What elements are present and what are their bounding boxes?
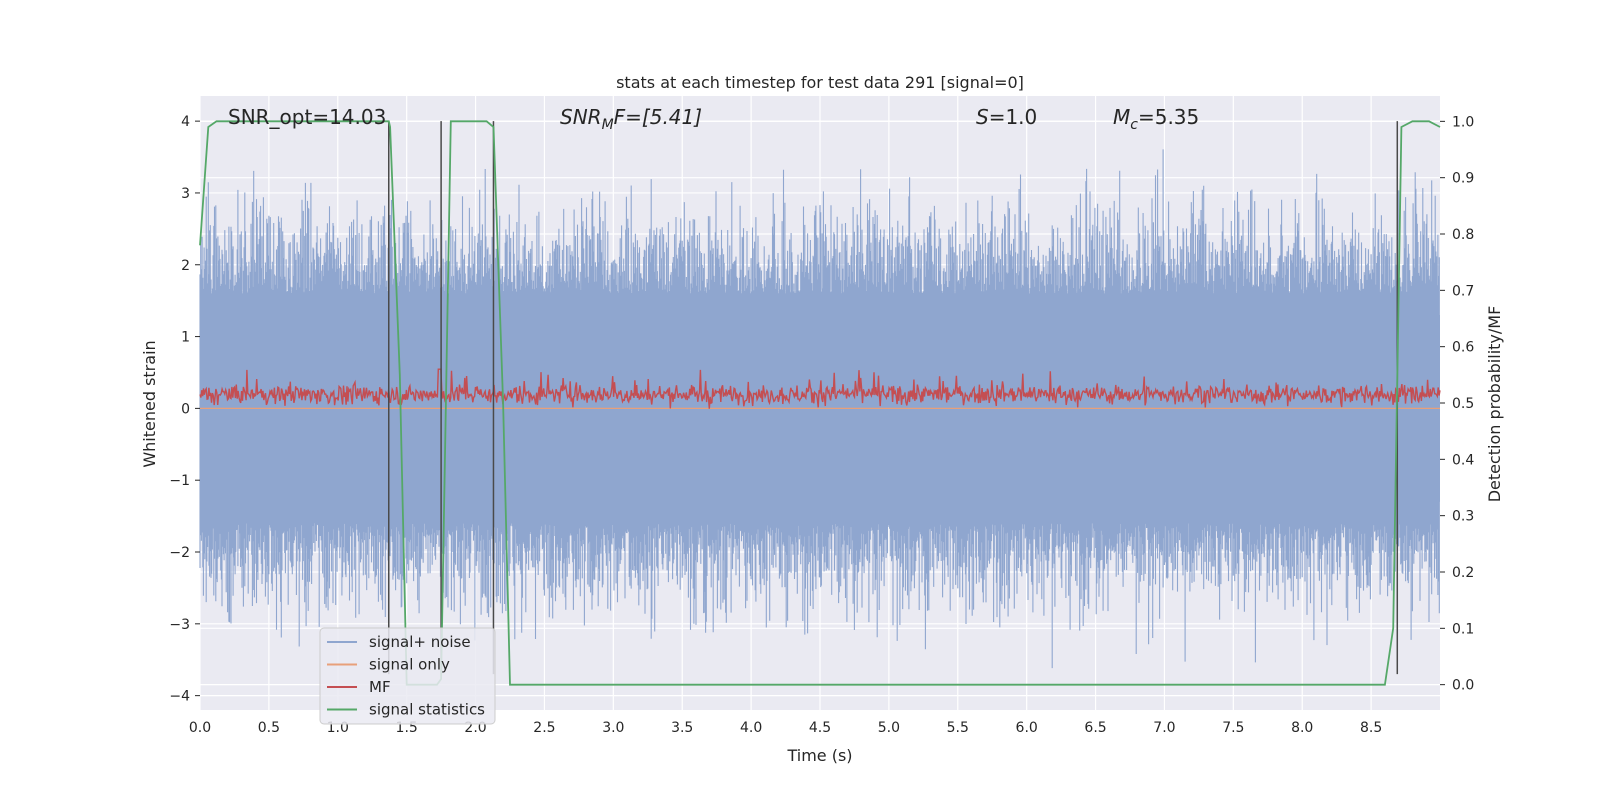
y-tick-label: −1 bbox=[169, 473, 190, 489]
y-tick-label: −3 bbox=[169, 617, 190, 633]
annotation-mc-symbol: M bbox=[1113, 105, 1130, 129]
x-tick-label: 5.0 bbox=[878, 720, 900, 736]
x-tick-label: 0.5 bbox=[258, 720, 280, 736]
legend: signal+ noise signal only MF signal statist… bbox=[319, 627, 496, 725]
x-tick-label: 3.5 bbox=[671, 720, 693, 736]
x-tick-label: 6.5 bbox=[1084, 720, 1106, 736]
x-axis-label: Time (s) bbox=[786, 746, 852, 765]
legend-box bbox=[319, 627, 496, 725]
x-tick-label: 3.0 bbox=[602, 720, 624, 736]
x-tick-label: 2.5 bbox=[533, 720, 555, 736]
mf-line bbox=[199, 368, 1441, 409]
y2-tick-label: 0.6 bbox=[1452, 340, 1474, 356]
annotation-mc-subscript: c bbox=[1130, 117, 1138, 133]
x-tick-label: 8.0 bbox=[1291, 720, 1313, 736]
y-tick-label: 0 bbox=[181, 401, 190, 417]
annotation-s-symbol: S bbox=[976, 105, 989, 129]
annotation-snr-mf-subscript: M bbox=[602, 117, 614, 133]
y-axis-label: Whitened strain bbox=[140, 340, 159, 467]
y-axis-ticks: 4 3 2 1 0 −1 −2 −3 −4 bbox=[169, 114, 200, 705]
mf-series bbox=[199, 368, 1441, 409]
y2-tick-label: 0.5 bbox=[1452, 396, 1474, 412]
y2-tick-label: 0.0 bbox=[1452, 678, 1474, 694]
y2-tick-label: 1.0 bbox=[1452, 114, 1474, 130]
legend-entry: signal+ noise bbox=[369, 633, 471, 651]
annotation-mc-value: =5.35 bbox=[1138, 105, 1199, 129]
annotation-s-value: =1.0 bbox=[989, 105, 1038, 129]
y-tick-label: −4 bbox=[169, 689, 190, 705]
x-tick-label: 5.5 bbox=[947, 720, 969, 736]
annotation-snr-mf-value: F=[5.41] bbox=[614, 105, 702, 129]
y-tick-label: 2 bbox=[181, 258, 190, 274]
x-tick-label: 7.0 bbox=[1153, 720, 1175, 736]
y2-tick-label: 0.9 bbox=[1452, 171, 1474, 187]
x-tick-label: 0.0 bbox=[189, 720, 211, 736]
annotation-snr-mf: SNRMF=[5.41] bbox=[560, 105, 702, 133]
annotation-mc: Mc=5.35 bbox=[1113, 105, 1199, 133]
chart-title: stats at each timestep for test data 291… bbox=[616, 73, 1024, 92]
y2-tick-label: 0.2 bbox=[1452, 565, 1474, 581]
y2-tick-label: 0.1 bbox=[1452, 621, 1474, 637]
legend-entry: signal statistics bbox=[369, 701, 485, 719]
y-tick-label: 1 bbox=[181, 330, 190, 346]
y2-tick-label: 0.4 bbox=[1452, 452, 1474, 468]
y2-axis-ticks: 1.0 0.9 0.8 0.7 0.6 0.5 0.4 0.3 0.2 0.1 0.0 bbox=[1440, 114, 1474, 694]
x-tick-label: 4.5 bbox=[809, 720, 831, 736]
signal-statistics-line bbox=[199, 120, 1441, 686]
annotation-snr-opt: SNR_opt=14.03 bbox=[228, 105, 386, 129]
legend-entry: signal only bbox=[369, 656, 450, 674]
x-tick-label: 8.5 bbox=[1360, 720, 1382, 736]
x-tick-label: 6.0 bbox=[1016, 720, 1038, 736]
annotation-s: S=1.0 bbox=[976, 105, 1037, 129]
x-tick-label: 4.0 bbox=[740, 720, 762, 736]
x-tick-label: 7.5 bbox=[1222, 720, 1244, 736]
y2-tick-label: 0.3 bbox=[1452, 509, 1474, 525]
y-tick-label: 4 bbox=[181, 114, 190, 130]
signal-statistics-series bbox=[199, 120, 1441, 686]
annotation-snr-mf-symbol: SNR bbox=[560, 105, 602, 129]
y-tick-label: 3 bbox=[181, 186, 190, 202]
y2-tick-label: 0.7 bbox=[1452, 283, 1474, 299]
legend-entry: MF bbox=[369, 678, 391, 696]
y2-axis-label: Detection probability/MF bbox=[1485, 306, 1504, 503]
y2-tick-label: 0.8 bbox=[1452, 227, 1474, 243]
y-tick-label: −2 bbox=[169, 545, 190, 561]
